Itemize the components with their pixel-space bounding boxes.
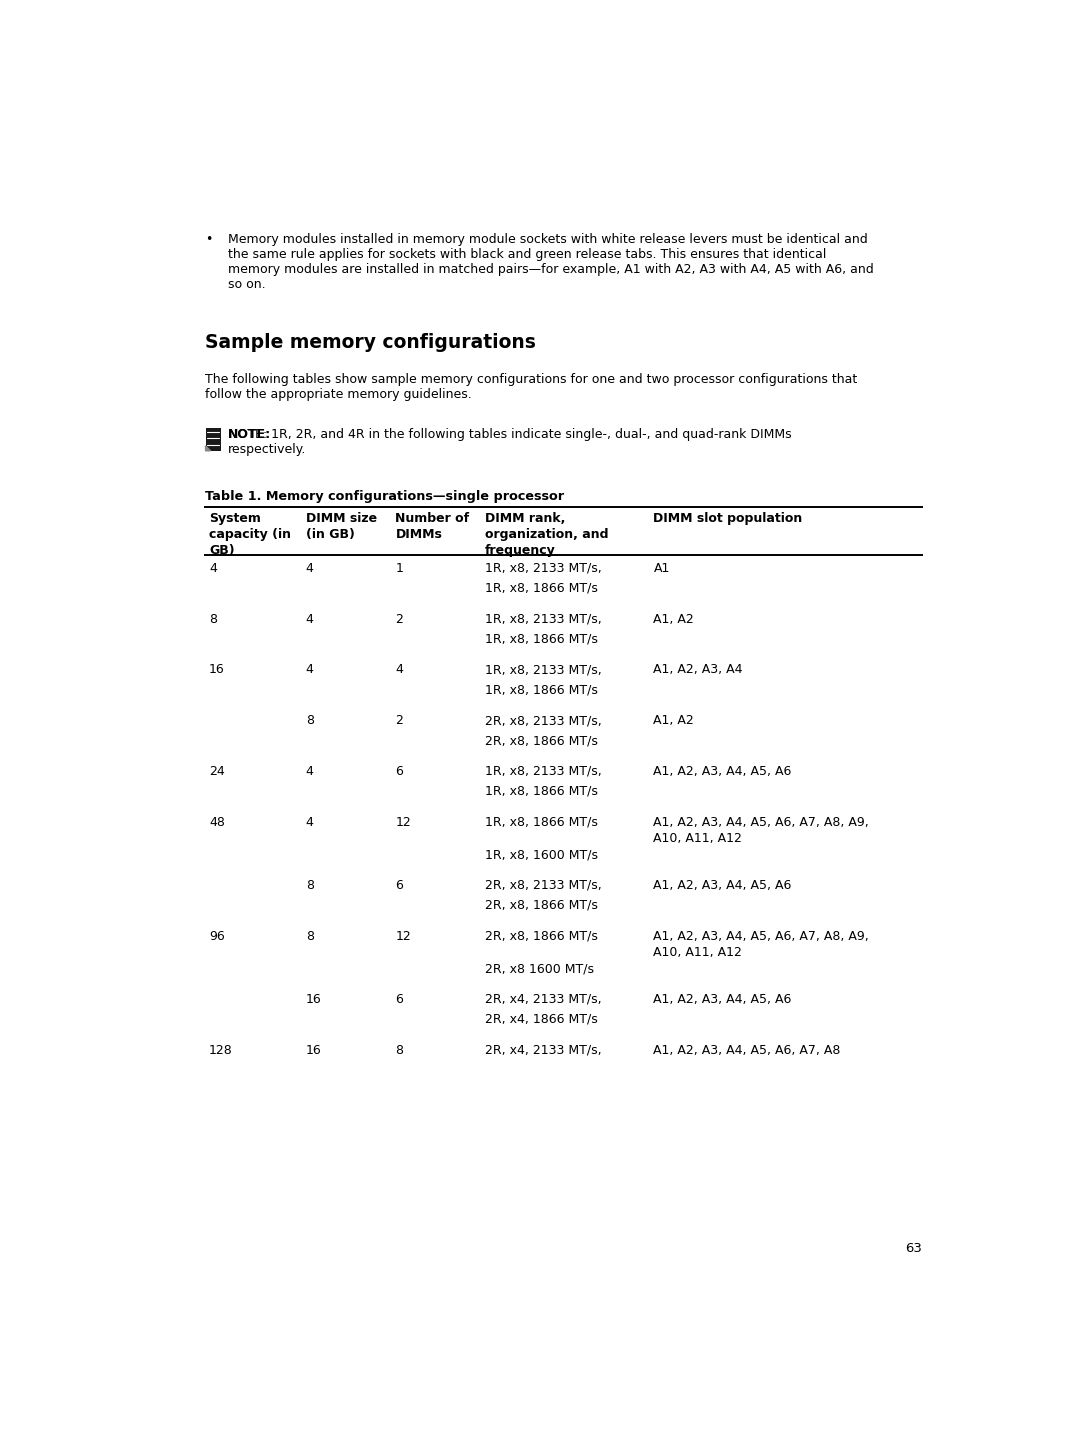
Text: 16: 16 (210, 664, 225, 677)
Text: 2R, x4, 1866 MT/s: 2R, x4, 1866 MT/s (485, 1012, 597, 1025)
Text: DIMM slot population: DIMM slot population (653, 512, 802, 525)
Text: 8: 8 (306, 879, 314, 892)
Text: 16: 16 (306, 992, 322, 1005)
Text: 1R, x8, 1866 MT/s: 1R, x8, 1866 MT/s (485, 684, 598, 697)
Text: Number of
DIMMs: Number of DIMMs (395, 512, 470, 541)
Text: •: • (205, 232, 212, 245)
Text: 1R, x8, 1600 MT/s: 1R, x8, 1600 MT/s (485, 847, 598, 862)
Text: 2: 2 (395, 612, 403, 625)
Text: System
capacity (in
GB): System capacity (in GB) (210, 512, 291, 556)
Bar (205, 427, 220, 450)
Text: so on.: so on. (228, 278, 266, 291)
Text: A1, A2: A1, A2 (653, 612, 694, 625)
Text: 6: 6 (395, 764, 403, 779)
Text: A1, A2: A1, A2 (653, 714, 694, 727)
Text: 1R, x8, 2133 MT/s,: 1R, x8, 2133 MT/s, (485, 562, 602, 575)
Text: 1R, x8, 1866 MT/s: 1R, x8, 1866 MT/s (485, 816, 598, 829)
Text: 6: 6 (395, 992, 403, 1005)
Text: 8: 8 (306, 929, 314, 942)
Text: Memory modules installed in memory module sockets with white release levers must: Memory modules installed in memory modul… (228, 232, 867, 245)
Text: DIMM size
(in GB): DIMM size (in GB) (306, 512, 377, 541)
Text: 4: 4 (306, 664, 313, 677)
Text: 4: 4 (395, 664, 403, 677)
Text: 2R, x8, 1866 MT/s: 2R, x8, 1866 MT/s (485, 734, 598, 747)
Text: memory modules are installed in matched pairs—for example, A1 with A2, A3 with A: memory modules are installed in matched … (228, 262, 874, 275)
Text: 12: 12 (395, 929, 411, 942)
Text: follow the appropriate memory guidelines.: follow the appropriate memory guidelines… (205, 389, 472, 402)
Text: 4: 4 (306, 816, 313, 829)
Text: The following tables show sample memory configurations for one and two processor: The following tables show sample memory … (205, 373, 858, 386)
Text: 24: 24 (210, 764, 225, 779)
Text: the same rule applies for sockets with black and green release tabs. This ensure: the same rule applies for sockets with b… (228, 248, 826, 261)
Text: Table 1. Memory configurations—single processor: Table 1. Memory configurations—single pr… (205, 490, 564, 503)
Text: 2R, x4, 2133 MT/s,: 2R, x4, 2133 MT/s, (485, 992, 602, 1005)
Text: 4: 4 (306, 612, 313, 625)
Text: 1R, x8, 2133 MT/s,: 1R, x8, 2133 MT/s, (485, 764, 602, 779)
Text: 2: 2 (395, 714, 403, 727)
Text: 8: 8 (306, 714, 314, 727)
Text: A1, A2, A3, A4, A5, A6, A7, A8: A1, A2, A3, A4, A5, A6, A7, A8 (653, 1044, 841, 1057)
Text: A1, A2, A3, A4, A5, A6: A1, A2, A3, A4, A5, A6 (653, 764, 792, 779)
Text: 96: 96 (210, 929, 225, 942)
Text: 128: 128 (210, 1044, 233, 1057)
Polygon shape (205, 446, 211, 450)
Text: A1, A2, A3, A4: A1, A2, A3, A4 (653, 664, 743, 677)
Text: 8: 8 (210, 612, 217, 625)
Text: 2R, x8, 2133 MT/s,: 2R, x8, 2133 MT/s, (485, 714, 602, 727)
Text: 8: 8 (395, 1044, 404, 1057)
Text: 4: 4 (306, 764, 313, 779)
Text: 1R, x8, 1866 MT/s: 1R, x8, 1866 MT/s (485, 632, 598, 645)
Text: 2R, x8, 1866 MT/s: 2R, x8, 1866 MT/s (485, 929, 598, 942)
Text: 16: 16 (306, 1044, 322, 1057)
Text: 63: 63 (905, 1242, 921, 1255)
Text: 2R, x8, 2133 MT/s,: 2R, x8, 2133 MT/s, (485, 879, 602, 892)
Text: A1, A2, A3, A4, A5, A6, A7, A8, A9,
A10, A11, A12: A1, A2, A3, A4, A5, A6, A7, A8, A9, A10,… (653, 929, 869, 959)
Text: 2R, x8 1600 MT/s: 2R, x8 1600 MT/s (485, 962, 594, 975)
Text: NOTE:: NOTE: (228, 427, 271, 440)
Text: 2R, x8, 1866 MT/s: 2R, x8, 1866 MT/s (485, 899, 598, 912)
Text: respectively.: respectively. (228, 443, 307, 456)
Text: 4: 4 (210, 562, 217, 575)
Text: Sample memory configurations: Sample memory configurations (205, 333, 536, 351)
Text: 48: 48 (210, 816, 225, 829)
Text: A1, A2, A3, A4, A5, A6: A1, A2, A3, A4, A5, A6 (653, 992, 792, 1005)
Text: A1, A2, A3, A4, A5, A6: A1, A2, A3, A4, A5, A6 (653, 879, 792, 892)
Text: 12: 12 (395, 816, 411, 829)
Text: 6: 6 (395, 879, 403, 892)
Text: 1R, x8, 1866 MT/s: 1R, x8, 1866 MT/s (485, 784, 598, 797)
Text: 4: 4 (306, 562, 313, 575)
Text: A1: A1 (653, 562, 670, 575)
Text: 1: 1 (395, 562, 403, 575)
Text: DIMM rank,
organization, and
frequency: DIMM rank, organization, and frequency (485, 512, 608, 556)
Text: NOTE: 1R, 2R, and 4R in the following tables indicate single-, dual-, and quad-r: NOTE: 1R, 2R, and 4R in the following ta… (228, 427, 792, 440)
Text: 1R, x8, 2133 MT/s,: 1R, x8, 2133 MT/s, (485, 612, 602, 625)
Text: A1, A2, A3, A4, A5, A6, A7, A8, A9,
A10, A11, A12: A1, A2, A3, A4, A5, A6, A7, A8, A9, A10,… (653, 816, 869, 845)
Text: 2R, x4, 2133 MT/s,: 2R, x4, 2133 MT/s, (485, 1044, 602, 1057)
Text: 1R, x8, 2133 MT/s,: 1R, x8, 2133 MT/s, (485, 664, 602, 677)
Text: 1R, x8, 1866 MT/s: 1R, x8, 1866 MT/s (485, 582, 598, 595)
